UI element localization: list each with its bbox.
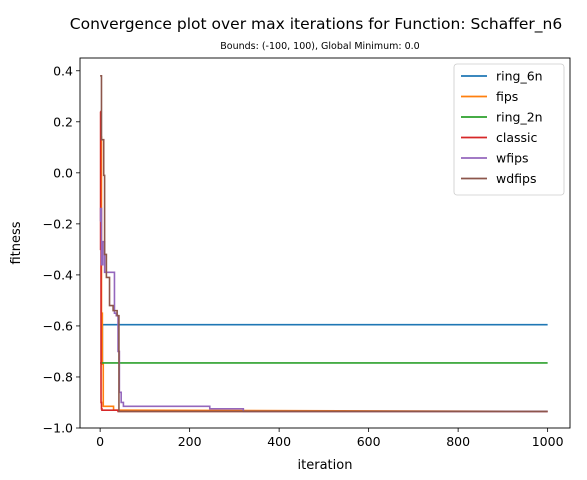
legend-label-wfips: wfips	[496, 151, 529, 166]
chart-title: Convergence plot over max iterations for…	[70, 15, 562, 34]
plot-frame	[79, 57, 571, 429]
legend-label-fips: fips	[496, 89, 518, 104]
legend-label-classic: classic	[496, 130, 538, 145]
y-tick-label: −0.6	[43, 318, 73, 333]
x-axis-label: iteration	[298, 458, 353, 473]
x-tick-label: 1000	[532, 434, 564, 449]
y-axis-label: fitness	[9, 221, 24, 264]
legend-label-ring_2n: ring_2n	[496, 110, 543, 125]
series-line-wfips	[99, 207, 548, 413]
y-tick-label: 0.4	[53, 63, 73, 78]
y-tick-label: −0.4	[43, 267, 73, 282]
axis-ticks: 0 200 400 600 800 1000 −1.0 −0.8 −0.6 −0.4 −0.2 0.0…	[43, 63, 564, 449]
y-tick-label: 0.2	[53, 114, 73, 129]
y-tick-label: 0.0	[53, 165, 73, 180]
plot-area	[99, 75, 548, 413]
series-line-wdfips	[100, 75, 548, 413]
x-tick-label: 800	[446, 434, 470, 449]
x-tick-label: 400	[267, 434, 291, 449]
legend-label-ring_6n: ring_6n	[496, 69, 543, 84]
x-tick-label: 0	[96, 434, 104, 449]
series-line-classic	[99, 110, 548, 413]
x-tick-label: 200	[178, 434, 202, 449]
chart-subtitle: Bounds: (-100, 100), Global Minimum: 0.0	[220, 41, 419, 52]
series-line-ring_6n	[100, 323, 548, 364]
y-tick-label: −0.2	[43, 216, 73, 231]
y-tick-label: −1.0	[43, 421, 73, 436]
x-tick-label: 600	[357, 434, 381, 449]
legend-label-wdfips: wdfips	[496, 171, 536, 186]
y-tick-label: −0.8	[43, 369, 73, 384]
